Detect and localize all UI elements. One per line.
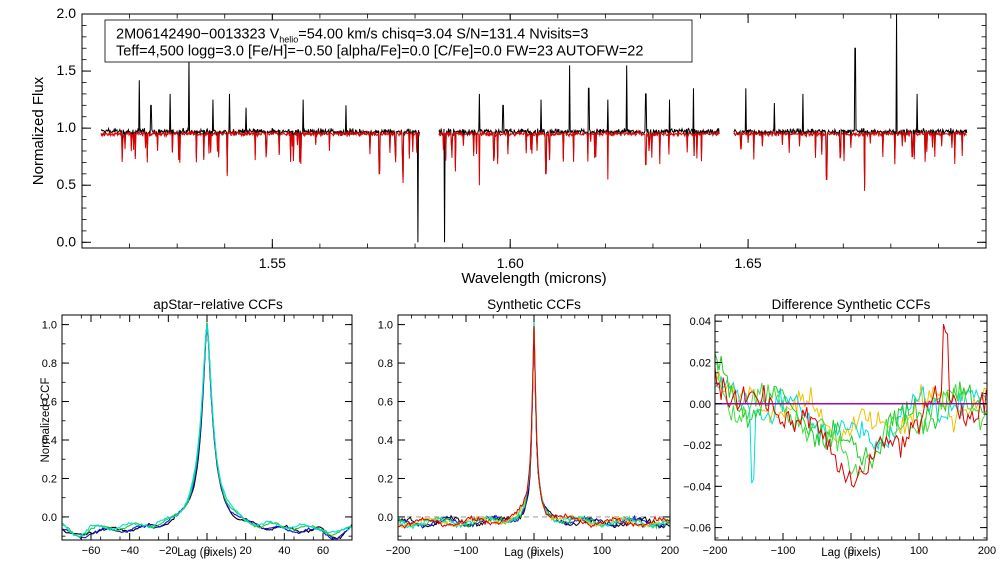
spectrum-panel: 1.55 1.60 1.65 0.0 0.5 1.0 1.5 2.0 2M06142490−0…: [30, 5, 987, 287]
y-tick-label: 0.2: [378, 473, 393, 485]
difference-ccf-line: [715, 362, 987, 479]
x-tick-label: 200: [978, 545, 996, 557]
y-tick-label: −0.06: [683, 523, 711, 535]
y-tick-label: 0.02: [690, 357, 711, 369]
x-tick-label: 20: [240, 545, 252, 557]
info-line-2: Teff=4,500 logg=3.0 [Fe/H]=−0.50 [alpha/…: [116, 44, 643, 60]
info-line-1: 2M06142490−0013323 Vhelio=54.00 km/s chi…: [116, 27, 588, 45]
spectrum-frame: [81, 13, 987, 249]
difference-ccf-title: Difference Synthetic CCFs: [772, 297, 931, 312]
y-tick-label: 0.8: [378, 358, 393, 370]
y-tick-label: 0.0: [57, 233, 77, 249]
x-tick-label: −20: [159, 545, 178, 557]
y-tick-label: 0.2: [42, 473, 57, 485]
spectrum-ylabel: Normalized Flux: [30, 76, 47, 185]
y-tick-label: 1.0: [57, 119, 77, 135]
x-tick-label: 0: [531, 545, 537, 557]
apstar-ccf-xlabel: Lag (pixels): [177, 547, 237, 559]
apstar-ccf-ticks: −60 −40 −20 0 20 40 60 0.0 0.2 0.4 0.6 0.8 1.0: [42, 315, 353, 557]
info-subscript: helio: [279, 35, 298, 45]
x-tick-label: −100: [454, 545, 479, 557]
y-tick-label: 0.0: [378, 512, 393, 524]
x-tick-label: 100: [593, 545, 611, 557]
x-tick-label: 0: [848, 545, 854, 557]
x-tick-label: −60: [82, 545, 101, 557]
x-tick-label: 200: [661, 545, 679, 557]
synthetic-ccf-line: [398, 326, 670, 529]
y-tick-label: 2.0: [57, 5, 77, 21]
spectrum-series: [100, 14, 968, 243]
synthetic-ccf-panel: Synthetic CCFs −200 −100 0 100 200 0.0 0.2 0.4 0…: [378, 297, 679, 559]
y-tick-label: 0.6: [42, 397, 57, 409]
spectrum-model-line: [733, 129, 968, 191]
spectrum-model-line: [438, 129, 720, 186]
spectrum-observed-line: [100, 59, 421, 243]
x-tick-label: −100: [771, 545, 796, 557]
x-tick-label: 100: [910, 545, 928, 557]
x-tick-label: 1.60: [497, 255, 524, 271]
difference-ccf-series: [715, 324, 987, 488]
x-tick-label: 0: [204, 545, 210, 557]
spectrum-model-line: [100, 129, 421, 183]
y-tick-label: 0.0: [42, 512, 57, 524]
difference-ccf-line: [715, 353, 987, 470]
synthetic-ccf-title: Synthetic CCFs: [487, 297, 581, 312]
apstar-ccf-line: [62, 322, 352, 538]
difference-ccf-xlabel: Lag (pixels): [821, 547, 881, 559]
y-tick-label: 1.5: [57, 62, 77, 78]
x-tick-label: −200: [386, 545, 411, 557]
y-tick-label: 0.5: [57, 176, 77, 192]
y-tick-label: 1.0: [378, 320, 393, 332]
x-tick-label: 1.65: [734, 255, 761, 271]
info-box-frame: [104, 19, 693, 63]
apstar-ccf-ylabel: Normalized CCF: [40, 378, 52, 463]
y-tick-label: 1.0: [42, 320, 57, 332]
info-box: 2M06142490−0013323 Vhelio=54.00 km/s chi…: [104, 19, 693, 63]
synthetic-ccf-line: [398, 325, 670, 528]
x-tick-label: 40: [278, 545, 290, 557]
apstar-ccf-title: apStar−relative CCFs: [153, 297, 283, 312]
y-tick-label: 0.00: [690, 399, 711, 411]
x-tick-label: −40: [120, 545, 139, 557]
synthetic-ccf-ticks: −200 −100 0 100 200 0.0 0.2 0.4 0.6 0.8 1.0: [378, 315, 679, 557]
y-tick-label: 0.4: [378, 435, 393, 447]
y-tick-label: 0.6: [378, 397, 393, 409]
y-tick-label: 0.04: [690, 316, 711, 328]
y-tick-label: 0.8: [42, 358, 57, 370]
difference-ccf-panel: Difference Synthetic CCFs −200 −100 0 100 20…: [683, 297, 996, 559]
apstar-ccf-line: [62, 323, 352, 538]
x-tick-label: −200: [703, 545, 728, 557]
x-tick-label: 60: [317, 545, 329, 557]
x-tick-label: 1.55: [259, 255, 286, 271]
spectrum-observed-line: [438, 65, 720, 243]
difference-ccf-ticks: −200 −100 0 100 200 0.04 0.02 0.00 −0.02 −0.04 −0.…: [683, 315, 996, 557]
apstar-ccf-series: [62, 322, 352, 540]
synthetic-ccf-xlabel: Lag (pixels): [504, 547, 564, 559]
y-tick-label: −0.02: [683, 440, 711, 452]
spectrum-xlabel: Wavelength (microns): [461, 270, 606, 287]
y-tick-label: 0.4: [42, 435, 57, 447]
y-tick-label: −0.04: [683, 481, 711, 493]
spectrum-ticks: 1.55 1.60 1.65 0.0 0.5 1.0 1.5 2.0: [57, 5, 987, 271]
apstar-ccf-panel: apStar−relative CCFs −60 −40 −20 0 20 40 60 0.0…: [40, 297, 353, 559]
